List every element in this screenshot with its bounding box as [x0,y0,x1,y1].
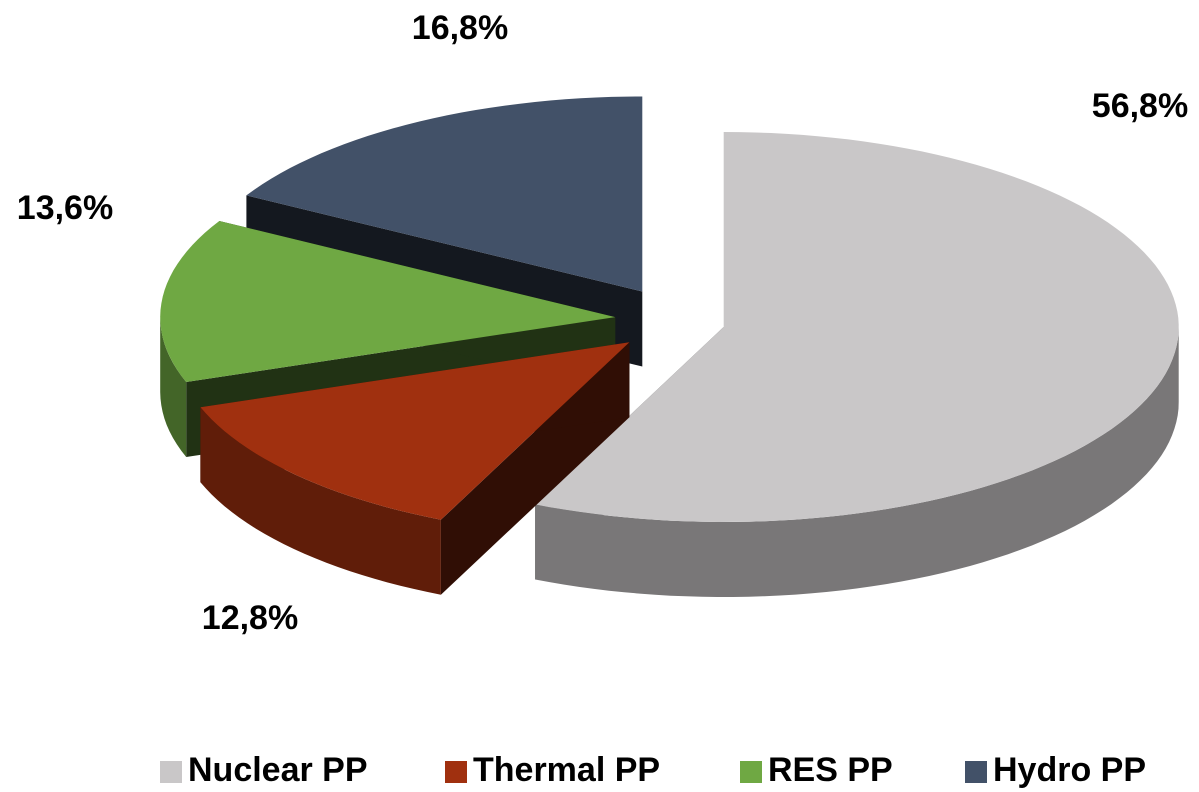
data-label: 13,6% [17,189,113,227]
slice-wall [535,327,1179,597]
slice-wall [200,407,441,595]
legend-swatch [740,761,762,783]
legend-label: Nuclear PP [188,751,368,789]
data-label: 16,8% [412,9,508,47]
data-label: 56,8% [1092,87,1188,125]
slice [246,96,643,292]
slice [160,221,616,382]
slice [535,132,1179,522]
slice-wall [160,317,187,457]
slice [200,342,630,520]
legend-label: RES PP [768,751,893,789]
legend-label: Thermal PP [473,751,660,789]
legend-swatch [965,761,987,783]
legend-swatch [445,761,467,783]
legend-swatch [160,761,182,783]
data-label: 12,8% [202,599,298,637]
legend-label: Hydro PP [993,751,1146,789]
